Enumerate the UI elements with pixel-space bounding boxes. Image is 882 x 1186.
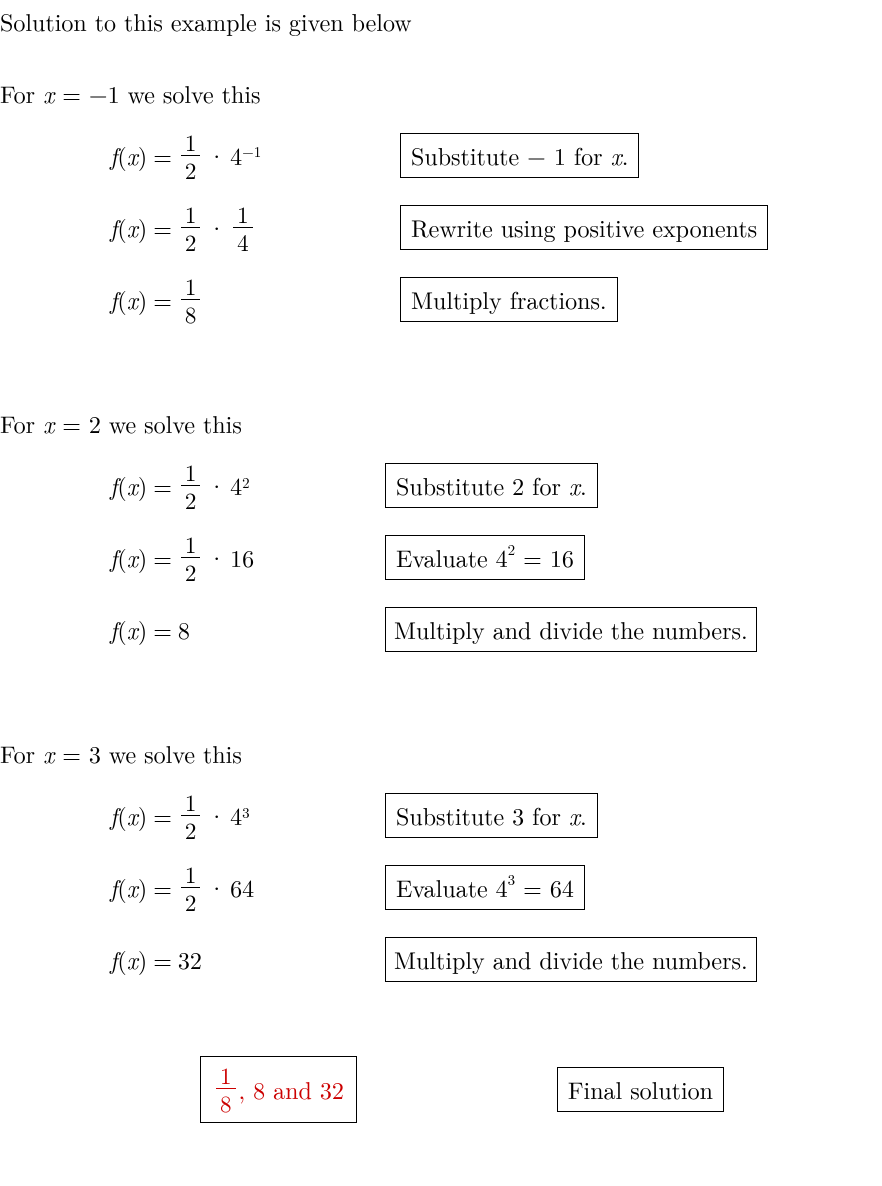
step-row: f(x)=12·64 Evaluate 43 = 64 [110,860,882,914]
math-expression: f(x)=12·16 [110,532,385,583]
heading-var: x [43,406,54,440]
math-expression: f(x)=12·64 [110,862,385,913]
explanation-box: Evaluate 43 = 64 [385,865,585,910]
step-row: f(x)=12·16 Evaluate 42 = 16 [110,530,882,584]
step-row: f(x)=12·43 Substitute 3 for x. [110,788,882,842]
final-label-box: Final solution [557,1067,724,1112]
math-block: f(x)=12·43 Substitute 3 for x. f(x)=12·6… [0,788,882,986]
section-x-3: For x = 3 we solve this f(x)=12·43 Subst… [0,736,882,986]
expl-var: x [569,468,580,502]
heading-suffix: we solve this [120,76,261,110]
step-row: f(x)=32 Multiply and divide the numbers. [110,932,882,986]
expl-text: Substitute 2 for [396,468,569,502]
expl-var: x [569,798,580,832]
expl-var: x [611,138,622,172]
expl-text: Substitute 3 for [396,798,569,832]
expl-suffix: . [580,798,587,832]
heading-suffix: we solve this [101,406,242,440]
explanation-box: Substitute − 1 for x. [400,133,639,178]
section-heading: For x = 3 we solve this [0,736,882,770]
step-row: f(x)=12·14 Rewrite using positive expone… [110,200,882,254]
explanation-box: Substitute 2 for x. [385,463,598,508]
math-expression: f(x)=12·14 [110,202,400,253]
step-row: f(x)=12·4−1 Substitute − 1 for x. [110,128,882,182]
math-expression: f(x)=8 [110,612,385,646]
explanation-box: Multiply and divide the numbers. [385,937,757,982]
final-answer-box: 18, 8 and 32 [200,1056,357,1123]
heading-prefix: For [0,76,43,110]
expl-suffix: . [622,138,629,172]
heading-eq: = [54,76,89,110]
explanation-box: Substitute 3 for x. [385,793,598,838]
math-block: f(x)=12·4−1 Substitute − 1 for x. f(x)=1… [0,128,882,326]
explanation-box: Evaluate 42 = 16 [385,535,585,580]
explanation-box: Multiply fractions. [400,277,618,322]
final-rest: , 8 and 32 [239,1072,344,1106]
section-x-2: For x = 2 we solve this f(x)=12·42 Subst… [0,406,882,656]
final-solution-row: 18, 8 and 32 Final solution [0,1056,882,1123]
expl-text: Substitute − 1 for [411,138,611,172]
expl-suffix: . [580,468,587,502]
math-expression: f(x)=12·43 [110,790,385,841]
heading-prefix: For [0,406,43,440]
math-expression: f(x)=18 [110,274,400,325]
intro-text: Solution to this example is given below [0,4,882,38]
heading-val: 2 [89,406,101,440]
heading-var: x [43,76,54,110]
heading-val: 3 [89,736,101,770]
explanation-box: Multiply and divide the numbers. [385,607,757,652]
step-row: f(x)=18 Multiply fractions. [110,272,882,326]
math-expression: f(x)=32 [110,942,385,976]
step-row: f(x)=12·42 Substitute 2 for x. [110,458,882,512]
math-block: f(x)=12·42 Substitute 2 for x. f(x)=12·1… [0,458,882,656]
section-x-neg1: For x = −1 we solve this f(x)=12·4−1 Sub… [0,76,882,326]
final-frac: 18 [216,1063,236,1114]
heading-var: x [43,736,54,770]
step-row: f(x)=8 Multiply and divide the numbers. [110,602,882,656]
math-expression: f(x)=12·42 [110,460,385,511]
heading-eq: = [54,736,89,770]
math-expression: f(x)=12·4−1 [110,130,400,181]
heading-suffix: we solve this [101,736,242,770]
heading-val: −1 [89,76,120,110]
heading-eq: = [54,406,89,440]
section-heading: For x = −1 we solve this [0,76,882,110]
section-heading: For x = 2 we solve this [0,406,882,440]
heading-prefix: For [0,736,43,770]
explanation-box: Rewrite using positive exponents [400,205,768,250]
